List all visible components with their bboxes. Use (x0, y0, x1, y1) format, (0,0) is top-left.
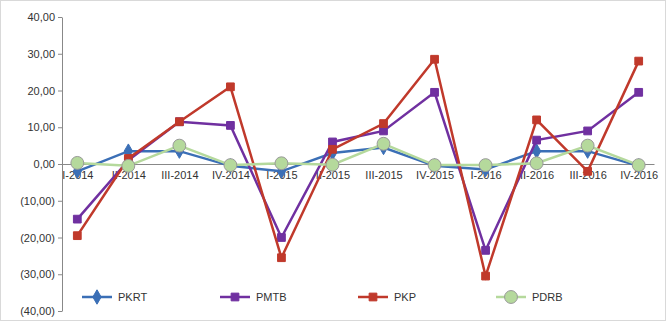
legend-label: PKP (394, 291, 416, 303)
legend-item: PKP (358, 291, 416, 303)
series-marker (479, 159, 492, 172)
y-tick-label: (30,00) (20, 268, 55, 280)
series-marker (377, 137, 390, 150)
y-tick: 10,00 (27, 121, 62, 133)
series-marker (73, 232, 81, 240)
series-marker (278, 254, 286, 262)
y-tick-mark (58, 238, 62, 239)
x-tick: III-2015 (365, 164, 402, 181)
y-tick-label: 30,00 (27, 48, 55, 60)
series-marker (431, 55, 439, 63)
y-tick-label: 40,00 (27, 11, 55, 23)
y-tick-mark (58, 164, 62, 165)
series-marker (224, 159, 237, 172)
legend-item: PKRT (82, 290, 147, 304)
series-marker (632, 159, 645, 172)
legend: PKRT PMTB PKP PDRB (82, 290, 563, 304)
y-tick-mark (58, 54, 62, 55)
y-tick: 20,00 (27, 85, 62, 97)
x-axis: I-2014II-2014III-2014IV-2014I-2015II-201… (62, 164, 658, 181)
series-marker (227, 122, 235, 130)
series-marker (326, 158, 339, 171)
series-marker (584, 127, 592, 135)
y-tick-label: (40,00) (20, 305, 55, 317)
series-marker (176, 118, 184, 126)
y-tick: (20,00) (20, 232, 62, 244)
y-tick: (40,00) (20, 305, 62, 317)
y-tick-label: (20,00) (20, 232, 55, 244)
legend-item: PDRB (496, 291, 563, 304)
series-marker (278, 234, 286, 242)
series-marker (173, 139, 186, 152)
plot-area (71, 55, 645, 280)
chart-frame (1, 1, 666, 321)
legend-swatch-marker (369, 293, 377, 301)
series-marker (482, 246, 490, 254)
series-marker (428, 159, 441, 172)
series-marker (275, 157, 288, 170)
legend-swatch-marker (505, 291, 518, 304)
y-tick-label: (10,00) (20, 195, 55, 207)
y-tick: 0,00 (34, 158, 62, 170)
x-axis-line (63, 164, 655, 165)
x-tick-label: III-2015 (365, 169, 402, 181)
series-marker (635, 88, 643, 96)
y-tick-mark (58, 91, 62, 92)
y-tick-label: 10,00 (27, 121, 55, 133)
series-marker (482, 272, 490, 280)
series-line (77, 144, 638, 166)
y-tick: 30,00 (27, 48, 62, 60)
chart: (40,00) (30,00) (20,00) (10,00) 0,00 10,00 20,… (0, 0, 666, 321)
legend-swatch-marker (93, 290, 101, 304)
series-line (77, 59, 638, 276)
series-marker (533, 116, 541, 124)
series-marker (329, 138, 337, 146)
y-tick-label: 20,00 (27, 85, 55, 97)
y-tick-mark (58, 311, 62, 312)
series-marker (380, 127, 388, 135)
y-tick: 40,00 (27, 11, 62, 23)
y-tick: (30,00) (20, 268, 62, 280)
x-tick: III-2016 (569, 164, 606, 181)
series-marker (584, 167, 592, 175)
legend-item: PMTB (220, 291, 287, 303)
y-axis: (40,00) (30,00) (20,00) (10,00) 0,00 10,00 20,… (20, 11, 62, 317)
series-marker (329, 145, 337, 153)
series-marker (380, 120, 388, 128)
legend-label: PMTB (256, 291, 287, 303)
y-tick-mark (58, 274, 62, 275)
series-marker (227, 83, 235, 91)
y-tick-label: 0,00 (34, 158, 55, 170)
y-tick-mark (58, 17, 62, 18)
x-tick-label: III-2014 (161, 169, 198, 181)
series-marker (581, 139, 594, 152)
series-marker (431, 88, 439, 96)
series-marker (635, 57, 643, 65)
y-tick-mark (58, 201, 62, 202)
series-line (77, 147, 638, 171)
series-marker (71, 156, 84, 169)
y-tick-mark (58, 127, 62, 128)
legend-label: PDRB (532, 291, 563, 303)
series-marker (73, 215, 81, 223)
y-tick: (10,00) (20, 195, 62, 207)
series-line (77, 92, 638, 250)
series-marker (530, 157, 543, 170)
x-tick: III-2014 (161, 164, 198, 181)
x-tick-label: II-2016 (520, 169, 554, 181)
legend-swatch-marker (231, 293, 239, 301)
series-marker (533, 136, 541, 144)
legend-label: PKRT (118, 291, 147, 303)
series-marker (122, 159, 135, 172)
series-marker (176, 118, 184, 126)
